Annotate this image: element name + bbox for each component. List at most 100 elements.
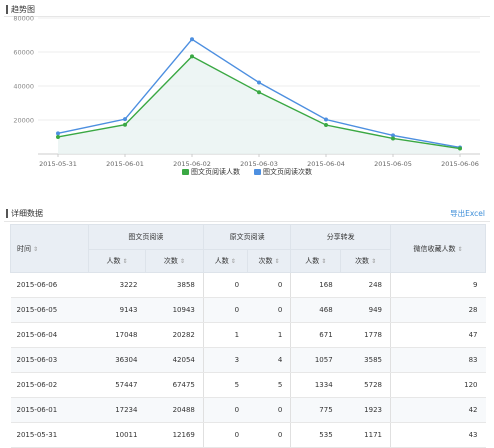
trend-divider bbox=[4, 16, 490, 17]
table-row: 2015-06-03 36304 42054 3 4 1057 3585 83 bbox=[10, 347, 486, 373]
table-cell: 671 bbox=[290, 322, 341, 348]
data-point bbox=[257, 90, 261, 95]
table-cell: 2015-06-02 bbox=[10, 372, 89, 398]
data-point bbox=[324, 123, 328, 128]
table-cell: 4 bbox=[247, 347, 292, 373]
table-cell: 3585 bbox=[340, 347, 391, 373]
x-tick-label: 2015-06-01 bbox=[106, 160, 144, 168]
title-marker bbox=[6, 209, 8, 218]
table-cell: 43 bbox=[390, 422, 486, 448]
table-cell: 0 bbox=[203, 297, 248, 323]
details-divider bbox=[4, 221, 490, 222]
table-cell: 0 bbox=[247, 397, 292, 423]
table-cell: 1057 bbox=[290, 347, 341, 373]
table-cell: 5 bbox=[203, 372, 248, 398]
sort-icon: ⇕ bbox=[321, 258, 327, 265]
table-cell: 42 bbox=[390, 397, 486, 423]
table-cell: 0 bbox=[247, 422, 292, 448]
data-point bbox=[257, 80, 261, 85]
col-count[interactable]: 次数 ⇕ bbox=[246, 249, 292, 273]
data-point bbox=[391, 133, 395, 138]
col-people[interactable]: 人数 ⇕ bbox=[88, 249, 146, 273]
table-cell: 535 bbox=[290, 422, 341, 448]
data-point bbox=[391, 136, 395, 141]
col-count[interactable]: 次数 ⇕ bbox=[144, 249, 204, 273]
col-group-share: 分享转发 bbox=[290, 224, 391, 250]
data-point bbox=[190, 37, 194, 42]
col-count[interactable]: 次数 ⇕ bbox=[340, 249, 391, 273]
table-cell: 1778 bbox=[340, 322, 391, 348]
col-people[interactable]: 人数 ⇕ bbox=[290, 249, 342, 273]
table-row: 2015-06-04 17048 20282 1 1 671 1778 47 bbox=[10, 322, 486, 348]
table-cell: 28 bbox=[390, 297, 486, 323]
x-tick-label: 2015-06-06 bbox=[441, 160, 479, 168]
x-tick-label: 2015-06-03 bbox=[240, 160, 278, 168]
table-cell: 1 bbox=[203, 322, 248, 348]
table-cell: 0 bbox=[247, 297, 292, 323]
table-cell: 775 bbox=[290, 397, 341, 423]
table-cell: 3858 bbox=[145, 272, 204, 298]
table-cell: 3222 bbox=[88, 272, 146, 298]
trend-chart: 20000 40000 60000 80000 2015-05-31 2015-06-01… bbox=[13, 15, 480, 176]
table-cell: 949 bbox=[340, 297, 391, 323]
data-point bbox=[324, 117, 328, 122]
x-tick-label: 2015-06-04 bbox=[307, 160, 345, 168]
table-cell: 42054 bbox=[145, 347, 204, 373]
table-cell: 2015-05-31 bbox=[10, 422, 89, 448]
table-cell: 17048 bbox=[88, 322, 146, 348]
table-cell: 12169 bbox=[145, 422, 204, 448]
trend-title: 趋势图 bbox=[11, 5, 35, 14]
legend-label: 图文页阅读人数 bbox=[191, 167, 240, 176]
table-cell: 1171 bbox=[340, 422, 391, 448]
table-cell: 83 bbox=[390, 347, 486, 373]
table-cell: 9143 bbox=[88, 297, 146, 323]
table-cell: 57447 bbox=[88, 372, 146, 398]
table-cell: 5728 bbox=[340, 372, 391, 398]
sort-icon: ⇕ bbox=[371, 258, 377, 265]
sort-icon: ⇕ bbox=[122, 258, 128, 265]
sort-icon: ⇕ bbox=[33, 245, 39, 253]
table-cell: 36304 bbox=[88, 347, 146, 373]
y-tick-label: 80000 bbox=[13, 15, 34, 23]
legend-swatch bbox=[254, 169, 261, 175]
table-row: 2015-05-31 10011 12169 0 0 535 1171 43 bbox=[10, 422, 486, 448]
data-point bbox=[56, 131, 60, 136]
table-cell: 5 bbox=[247, 372, 292, 398]
table-cell: 10943 bbox=[145, 297, 204, 323]
table-cell: 1 bbox=[247, 322, 292, 348]
y-tick-label: 40000 bbox=[13, 83, 34, 91]
col-group-article-read: 图文页阅读 bbox=[88, 224, 204, 250]
table-cell: 120 bbox=[390, 372, 486, 398]
x-tick-label: 2015-06-05 bbox=[374, 160, 412, 168]
table-cell: 17234 bbox=[88, 397, 146, 423]
col-time[interactable]: 时间 ⇕ bbox=[10, 224, 89, 273]
table-row: 2015-06-02 57447 67475 5 5 1334 5728 120 bbox=[10, 372, 486, 398]
table-cell: 0 bbox=[203, 272, 248, 298]
table-cell: 67475 bbox=[145, 372, 204, 398]
table-cell: 0 bbox=[203, 422, 248, 448]
table-cell: 248 bbox=[340, 272, 391, 298]
table-cell: 1923 bbox=[340, 397, 391, 423]
table-row: 2015-06-01 17234 20488 0 0 775 1923 42 bbox=[10, 397, 486, 423]
table-cell: 2015-06-03 bbox=[10, 347, 89, 373]
data-point bbox=[123, 122, 127, 127]
sort-icon: ⇕ bbox=[179, 258, 185, 265]
y-tick-label: 60000 bbox=[13, 49, 34, 57]
area-fill bbox=[58, 56, 460, 154]
table-cell: 168 bbox=[290, 272, 341, 298]
table-row: 2015-06-06 3222 3858 0 0 168 248 9 bbox=[10, 272, 486, 298]
title-marker bbox=[6, 5, 8, 14]
export-excel-link[interactable]: 导出Excel bbox=[450, 209, 485, 218]
table-cell: 10011 bbox=[88, 422, 146, 448]
table-cell: 2015-06-06 bbox=[10, 272, 89, 298]
table-cell: 468 bbox=[290, 297, 341, 323]
sort-icon: ⇕ bbox=[274, 258, 280, 265]
table-row: 2015-06-05 9143 10943 0 0 468 949 28 bbox=[10, 297, 486, 323]
x-tick-label: 2015-06-02 bbox=[173, 160, 211, 168]
col-people[interactable]: 人数 ⇕ bbox=[202, 249, 248, 273]
data-point bbox=[458, 146, 462, 151]
table-cell: 2015-06-01 bbox=[10, 397, 89, 423]
col-fav[interactable]: 微信收藏人数 ⇕ bbox=[390, 224, 486, 273]
table-cell: 0 bbox=[203, 397, 248, 423]
data-point bbox=[56, 134, 60, 139]
